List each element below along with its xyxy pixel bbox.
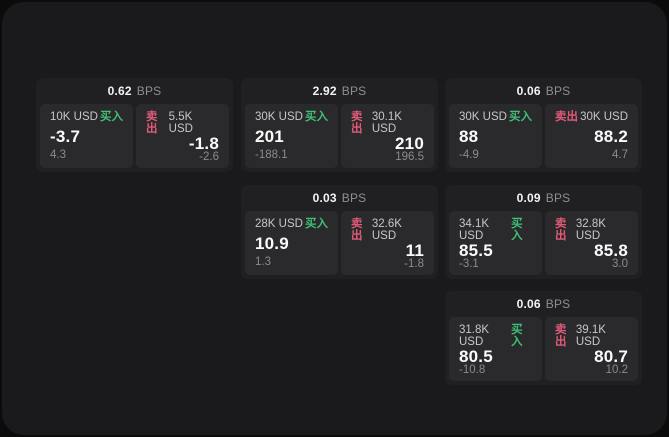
sell-label: 卖出	[555, 111, 578, 123]
sell-delta: 3.0	[612, 258, 628, 270]
sell-label: 卖出	[351, 111, 363, 135]
bps-unit: BPS	[545, 191, 571, 205]
sell-amount: 30K USD	[580, 111, 628, 123]
sell-tile[interactable]: 卖出 5.5K USD -1.8 -2.6	[136, 104, 229, 168]
buy-delta: -188.1	[255, 148, 288, 161]
quote-card: 0.06 BPS 30K USD 买入 88 -4.9 卖出 30K USD 8…	[445, 78, 642, 172]
sell-tile[interactable]: 卖出 39.1K USD 80.7 10.2	[545, 317, 638, 381]
quote-body: 30K USD 买入 201 -188.1 卖出 30.1K USD 210 1…	[241, 104, 438, 172]
sell-delta: 4.7	[612, 148, 628, 161]
sell-amount: 32.8K USD	[575, 218, 606, 242]
quote-body: 34.1K USD 买入 85.5 -3.1 卖出 32.8K USD 85.8…	[445, 211, 642, 279]
buy-tile[interactable]: 34.1K USD 买入 85.5 -3.1	[449, 211, 542, 275]
quote-card: 0.09 BPS 34.1K USD 买入 85.5 -3.1 卖出 32.8K…	[445, 185, 642, 279]
sell-price: 11	[405, 241, 424, 260]
quote-card: 2.92 BPS 30K USD 买入 201 -188.1 卖出 30.1K …	[241, 78, 438, 172]
buy-tile[interactable]: 28K USD 买入 10.9 1.3	[245, 211, 338, 275]
bps-value: 0.09	[516, 191, 541, 205]
quote-body: 28K USD 买入 10.9 1.3 卖出 32.6K USD 11 -1.8	[241, 211, 438, 279]
bps-header: 2.92 BPS	[241, 78, 438, 104]
bps-value: 0.03	[312, 191, 337, 205]
quote-card: 0.06 BPS 31.8K USD 买入 80.5 -10.8 卖出 39.1…	[445, 291, 642, 385]
sell-label: 卖出	[555, 324, 567, 348]
sell-price: 88.2	[594, 127, 628, 146]
sell-label: 卖出	[555, 218, 567, 242]
sell-delta: 10.2	[605, 364, 628, 376]
bps-header: 0.06 BPS	[445, 78, 642, 104]
buy-tile[interactable]: 10K USD 买入 -3.7 4.3	[40, 104, 133, 168]
sell-label: 卖出	[146, 111, 158, 135]
bps-value: 0.06	[516, 84, 541, 98]
sell-price: 80.7	[594, 347, 628, 366]
sell-price: 85.8	[594, 241, 628, 260]
buy-label: 买入	[509, 111, 532, 123]
sell-delta: 196.5	[395, 151, 424, 163]
buy-delta: 4.3	[50, 148, 66, 161]
bps-value: 0.06	[516, 297, 541, 311]
buy-price: 201	[255, 127, 284, 146]
quote-card: 0.03 BPS 28K USD 买入 10.9 1.3 卖出 32.6K US…	[241, 185, 438, 279]
sell-delta: -1.8	[404, 258, 424, 270]
buy-price: 85.5	[459, 241, 493, 260]
bps-unit: BPS	[341, 84, 367, 98]
bps-unit: BPS	[545, 84, 571, 98]
buy-label: 买入	[511, 218, 523, 242]
sell-tile[interactable]: 卖出 30.1K USD 210 196.5	[341, 104, 434, 168]
buy-tile[interactable]: 30K USD 买入 88 -4.9	[449, 104, 542, 168]
quote-body: 31.8K USD 买入 80.5 -10.8 卖出 39.1K USD 80.…	[445, 317, 642, 385]
buy-price: 80.5	[459, 347, 493, 366]
bps-value: 0.62	[107, 84, 132, 98]
buy-label: 买入	[305, 218, 328, 230]
buy-delta: -4.9	[459, 148, 479, 161]
buy-delta: -10.8	[459, 364, 486, 376]
buy-tile[interactable]: 30K USD 买入 201 -188.1	[245, 104, 338, 168]
bps-unit: BPS	[341, 191, 367, 205]
buy-tile[interactable]: 31.8K USD 买入 80.5 -10.8	[449, 317, 542, 381]
buy-amount: 30K USD	[459, 111, 507, 123]
buy-delta: -3.1	[459, 258, 479, 270]
bps-unit: BPS	[136, 84, 162, 98]
sell-tile[interactable]: 卖出 32.8K USD 85.8 3.0	[545, 211, 638, 275]
buy-label: 买入	[511, 324, 523, 348]
sell-amount: 32.6K USD	[371, 218, 402, 242]
buy-amount: 10K USD	[50, 111, 98, 123]
sell-delta: -2.6	[199, 151, 219, 163]
bps-header: 0.62 BPS	[36, 78, 233, 104]
sell-amount: 5.5K USD	[168, 111, 193, 135]
buy-delta: 1.3	[255, 255, 271, 268]
sell-price: 210	[395, 134, 424, 153]
buy-label: 买入	[305, 111, 328, 123]
sell-price: -1.8	[188, 134, 219, 153]
buy-amount: 28K USD	[255, 218, 303, 230]
buy-price: -3.7	[50, 127, 81, 146]
sell-amount: 39.1K USD	[575, 324, 606, 348]
bps-header: 0.06 BPS	[445, 291, 642, 317]
bps-unit: BPS	[545, 297, 571, 311]
sell-tile[interactable]: 卖出 32.6K USD 11 -1.8	[341, 211, 434, 275]
bps-value: 2.92	[312, 84, 337, 98]
quote-body: 30K USD 买入 88 -4.9 卖出 30K USD 88.2 4.7	[445, 104, 642, 172]
buy-amount: 30K USD	[255, 111, 303, 123]
buy-price: 88	[459, 127, 479, 146]
bps-header: 0.03 BPS	[241, 185, 438, 211]
buy-amount: 34.1K USD	[459, 218, 490, 242]
buy-price: 10.9	[255, 234, 289, 253]
buy-amount: 31.8K USD	[459, 324, 490, 348]
buy-label: 买入	[100, 111, 123, 123]
sell-tile[interactable]: 卖出 30K USD 88.2 4.7	[545, 104, 638, 168]
quote-body: 10K USD 买入 -3.7 4.3 卖出 5.5K USD -1.8 -2.…	[36, 104, 233, 172]
sell-label: 卖出	[351, 218, 363, 242]
bps-header: 0.09 BPS	[445, 185, 642, 211]
sell-amount: 30.1K USD	[371, 111, 402, 135]
quote-card: 0.62 BPS 10K USD 买入 -3.7 4.3 卖出 5.5K USD…	[36, 78, 233, 172]
